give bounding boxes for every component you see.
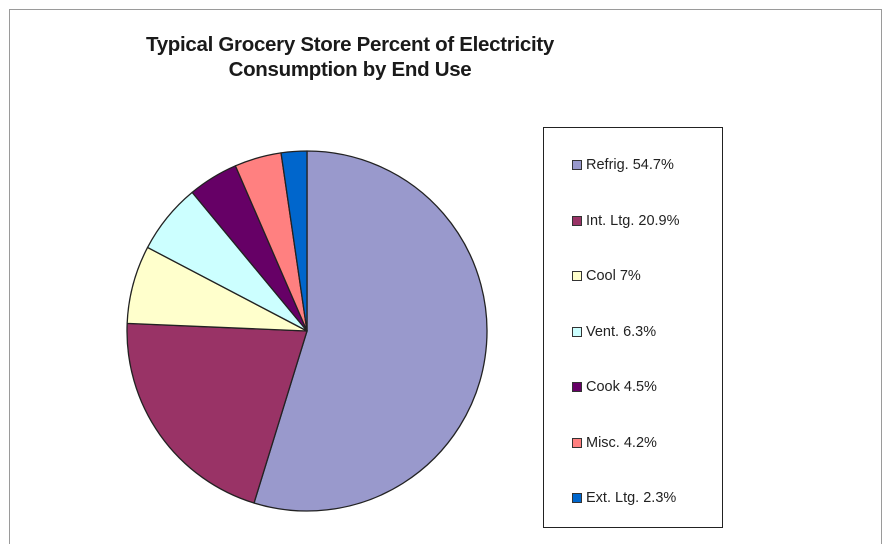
legend-swatch-4 — [572, 382, 582, 392]
legend-item-4: Cook 4.5% — [572, 378, 657, 396]
pie-slice-0 — [253, 150, 488, 512]
legend-swatch-2 — [572, 271, 582, 281]
legend-item-3: Vent. 6.3% — [572, 323, 656, 341]
legend-item-0: Refrig. 54.7% — [572, 156, 674, 174]
legend-label-2: Cool 7% — [586, 268, 641, 284]
chart-title-line-1: Typical Grocery Store Percent of Electri… — [146, 33, 554, 56]
legend-item-6: Ext. Ltg. 2.3% — [572, 489, 676, 507]
legend-item-2: Cool 7% — [572, 267, 641, 285]
pie-slice-6 — [280, 150, 308, 332]
legend-item-1: Int. Ltg. 20.9% — [572, 212, 680, 230]
legend-swatch-0 — [572, 160, 582, 170]
legend-label-0: Refrig. 54.7% — [586, 157, 674, 173]
legend-label-1: Int. Ltg. 20.9% — [586, 212, 680, 229]
legend-label-6: Ext. Ltg. 2.3% — [586, 490, 677, 506]
legend-swatch-1 — [572, 215, 582, 226]
legend-swatch-6 — [572, 493, 582, 503]
pie-slice-1 — [126, 322, 308, 504]
legend-label-3: Vent. 6.3% — [586, 323, 657, 340]
chart-legend: Refrig. 54.7% Int. Ltg. 20.9% Cool 7% Vent.… — [543, 127, 723, 528]
legend-label-5: Misc. 4.2% — [586, 434, 657, 451]
legend-swatch-3 — [572, 326, 582, 337]
legend-item-5: Misc. 4.2% — [572, 434, 657, 452]
legend-swatch-5 — [572, 437, 582, 448]
legend-label-4: Cook 4.5% — [586, 379, 657, 395]
chart-title-line-2: Consumption by End Use — [228, 58, 472, 81]
chart-title: Typical Grocery Store Percent of Electri… — [100, 32, 600, 82]
